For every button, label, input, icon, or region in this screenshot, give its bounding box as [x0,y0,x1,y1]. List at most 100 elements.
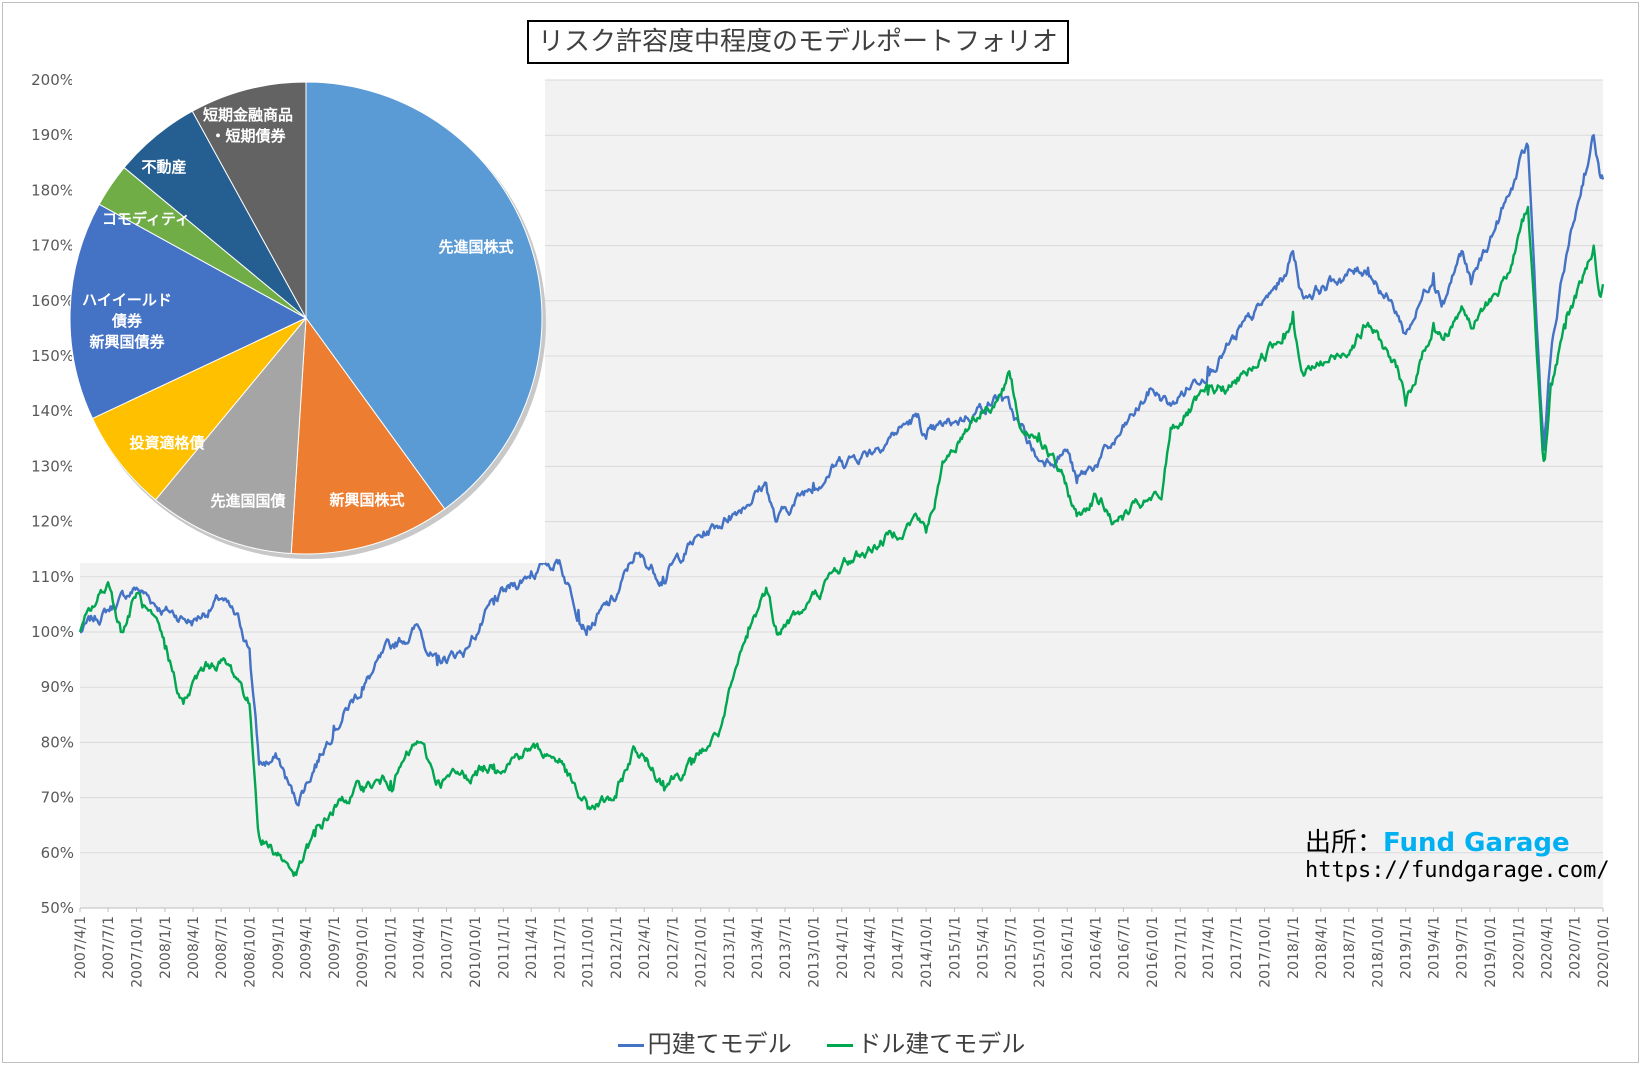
x-tick-label: 2017/7/1 [1229,916,1245,979]
x-tick-label: 2020/10/1 [1596,916,1612,988]
x-tick-label: 2016/10/1 [1145,916,1161,988]
y-tick-label: 50% [41,899,74,917]
x-tick-label: 2017/10/1 [1258,916,1274,988]
x-tick-label: 2019/10/1 [1483,916,1499,988]
chart-title: リスク許容度中程度のモデルポートフォリオ [527,20,1069,64]
x-tick-label: 2009/4/1 [299,916,315,979]
x-tick-label: 2019/7/1 [1455,916,1471,979]
pie-slice-label: 短期金融商品・短期債券 [203,106,293,145]
y-tick-label: 90% [41,678,74,696]
pie-slice [305,81,543,510]
source-url: https://fundgarage.com/ [1305,858,1610,883]
x-tick-label: 2020/7/1 [1568,916,1584,979]
y-tick-label: 60% [41,844,74,862]
x-tick-label: 2012/7/1 [665,916,681,979]
x-tick-label: 2008/4/1 [186,916,202,979]
x-tick-label: 2020/4/1 [1539,916,1555,979]
x-tick-label: 2008/10/1 [243,916,259,988]
x-tick-label: 2019/1/1 [1399,916,1415,979]
x-tick-label: 2016/7/1 [1116,916,1132,979]
pie-slice [69,203,308,420]
y-tick-label: 170% [31,237,74,255]
x-tick-label: 2007/10/1 [130,916,146,988]
y-tick-label: 150% [31,347,74,365]
pie-slice-label: コモディティ [102,210,190,228]
legend-label-yen: 円建てモデル [647,1030,792,1058]
x-tick-label: 2016/4/1 [1088,916,1104,979]
x-tick-label: 2010/10/1 [468,916,484,988]
x-tick-label: 2019/4/1 [1426,916,1442,979]
y-tick-label: 130% [31,457,74,475]
x-tick-label: 2013/7/1 [778,916,794,979]
y-tick-label: 70% [41,789,74,807]
x-tick-label: 2011/10/1 [581,916,597,988]
y-tick-label: 160% [31,292,74,310]
y-tick-label: 140% [31,402,74,420]
x-tick-label: 2016/1/1 [1060,916,1076,979]
pie-slice-label: 投資適格債 [129,434,204,452]
x-tick-label: 2014/7/1 [891,916,907,979]
pie-slice-label: 新興国株式 [329,491,404,509]
series-line-usd [78,205,1605,877]
source-brand: Fund Garage [1383,828,1570,858]
x-tick-label: 2018/1/1 [1286,916,1302,979]
x-tick-label: 2010/4/1 [411,916,427,979]
x-tick-label: 2007/4/1 [73,916,89,979]
x-tick-label: 2017/4/1 [1201,916,1217,979]
x-tick-label: 2015/1/1 [948,916,964,979]
pie-slice [191,81,307,319]
legend-item-yen: 円建てモデル [617,1024,792,1059]
x-tick-label: 2012/4/1 [637,916,653,979]
source-label: 出所： [1305,828,1384,858]
x-tick-label: 2009/7/1 [327,916,343,979]
y-tick-label: 120% [31,513,74,531]
x-tick-label: 2014/4/1 [863,916,879,979]
x-tick-label: 2012/10/1 [694,916,710,988]
x-tick-label: 2015/10/1 [1032,916,1048,988]
legend-swatch-usd [827,1043,854,1047]
y-tick-label: 80% [41,733,74,751]
pie-slice [91,317,307,501]
x-tick-label: 2009/10/1 [355,916,371,988]
y-tick-label: 180% [31,181,74,199]
source-note: 出所：Fund Garage [1305,822,1570,859]
x-tick-label: 2007/7/1 [101,916,117,979]
legend: 円建てモデル ドル建てモデル [0,1024,1643,1059]
y-tick-label: 110% [31,568,74,586]
x-tick-label: 2018/7/1 [1342,916,1358,979]
pie-slice-label: 先進国株式 [438,238,513,256]
series-line-yen [79,134,1605,807]
legend-item-usd: ドル建てモデル [827,1024,1025,1059]
pie-slice [154,316,307,555]
x-tick-label: 2018/4/1 [1314,916,1330,979]
x-tick-label: 2008/7/1 [214,916,230,979]
x-tick-label: 2017/1/1 [1173,916,1189,979]
x-tick-label: 2020/1/1 [1511,916,1527,979]
x-tick-label: 2018/10/1 [1370,916,1386,988]
y-tick-label: 190% [31,126,74,144]
y-tick-label: 100% [31,623,74,641]
x-tick-label: 2008/1/1 [158,916,174,979]
x-tick-label: 2015/4/1 [975,916,991,979]
pie-slice-label: 先進国国債 [210,492,285,510]
x-tick-label: 2013/4/1 [750,916,766,979]
pie-slice [290,316,446,555]
x-tick-label: 2011/4/1 [524,916,540,979]
x-tick-label: 2011/7/1 [552,916,568,979]
x-tick-label: 2010/7/1 [440,916,456,979]
x-tick-label: 2009/1/1 [271,916,287,979]
x-tick-label: 2012/1/1 [609,916,625,979]
pie-slice-label: ハイイールド債券新興国債券 [82,291,172,351]
y-tick-label: 200% [31,71,74,89]
x-tick-label: 2011/1/1 [496,916,512,979]
x-tick-label: 2014/10/1 [919,916,935,988]
x-tick-label: 2015/7/1 [1003,916,1019,979]
pie-slice-label: 不動産 [141,158,186,176]
x-tick-label: 2014/1/1 [835,916,851,979]
x-tick-label: 2010/1/1 [384,916,400,979]
x-tick-label: 2013/10/1 [806,916,822,988]
x-tick-label: 2013/1/1 [722,916,738,979]
legend-label-usd: ドル建てモデル [857,1030,1026,1058]
